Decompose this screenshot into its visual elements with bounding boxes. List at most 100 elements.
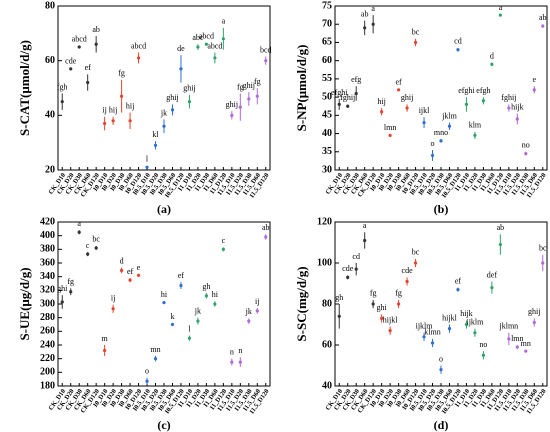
data-point <box>60 300 64 304</box>
panel-label: (a) <box>157 202 171 216</box>
data-point <box>507 337 511 341</box>
significance-label: cde <box>402 266 414 275</box>
data-point <box>515 117 519 121</box>
data-point <box>346 275 350 279</box>
data-point <box>405 279 409 284</box>
y-tick-label: 200 <box>40 367 55 378</box>
data-point <box>346 104 350 108</box>
significance-label: k <box>170 312 174 321</box>
significance-label: l <box>188 324 191 333</box>
data-point <box>498 242 502 247</box>
significance-label: ab <box>539 13 547 22</box>
data-point <box>255 309 259 313</box>
data-point <box>439 368 443 372</box>
data-point <box>213 302 217 306</box>
significance-label: ef <box>455 276 462 285</box>
data-point <box>162 124 166 128</box>
significance-label: o <box>439 354 443 363</box>
data-point <box>145 165 149 169</box>
significance-label: m <box>102 334 109 343</box>
data-point <box>103 348 107 353</box>
data-point <box>371 302 375 306</box>
y-tick-label: 400 <box>40 230 55 241</box>
data-point <box>422 121 426 125</box>
significance-label: fg <box>237 82 244 91</box>
significance-label: hijkl <box>383 315 398 324</box>
significance-label: ijklm <box>466 317 484 326</box>
significance-label: efghi <box>458 86 475 95</box>
y-tick-label: 260 <box>40 326 55 337</box>
significance-label: lmn <box>384 123 396 132</box>
significance-label: bc <box>92 235 100 244</box>
y-tick-label: 380 <box>40 244 55 255</box>
significance-label: hi <box>212 290 219 299</box>
data-point <box>153 357 158 361</box>
data-point <box>179 67 183 71</box>
data-point <box>128 119 132 123</box>
y-tick-label: 220 <box>40 353 55 364</box>
significance-label: hij <box>126 101 134 110</box>
y-tick-label: 100 <box>317 257 332 268</box>
data-point <box>473 133 477 137</box>
significance-label: ef <box>127 267 134 276</box>
significance-label: fghij <box>340 93 355 102</box>
significance-label: gh <box>202 282 210 291</box>
y-tick-label: 320 <box>40 285 55 296</box>
significance-label: jk <box>194 306 201 315</box>
significance-label: def <box>487 270 498 279</box>
y-tick-label: 75 <box>322 0 332 11</box>
data-point <box>230 113 234 117</box>
data-point <box>238 360 242 364</box>
data-point <box>77 45 81 49</box>
data-point <box>213 56 217 60</box>
data-point <box>363 238 367 243</box>
significance-label: ab <box>262 223 270 232</box>
y-tick-label: 40 <box>45 110 55 121</box>
significance-label: hijk <box>460 309 472 318</box>
significance-label: mno <box>434 128 448 137</box>
significance-label: n <box>230 347 234 356</box>
y-tick-label: 50 <box>322 91 332 102</box>
data-point <box>337 102 341 106</box>
plot-frame <box>334 5 548 171</box>
significance-label: ij <box>102 106 106 115</box>
data-point <box>464 322 469 327</box>
data-point <box>247 319 251 323</box>
data-point <box>447 124 452 128</box>
significance-label: ef <box>395 78 402 87</box>
y-tick-label: 360 <box>40 257 55 268</box>
significance-label: hijk <box>511 102 523 111</box>
data-point <box>111 307 115 311</box>
significance-label: jk <box>160 108 167 117</box>
y-tick-label: 40 <box>322 128 332 139</box>
significance-label: fg <box>395 289 402 298</box>
data-point <box>524 349 528 353</box>
data-point <box>179 283 183 288</box>
significance-label: mn <box>150 345 160 354</box>
significance-label: ij <box>111 294 115 303</box>
y-axis-label: S-SC(mg/d/g) <box>294 266 309 341</box>
y-tick-label: 300 <box>40 298 55 309</box>
data-point <box>187 336 192 340</box>
significance-label: e <box>137 263 141 272</box>
y-tick-label: 20 <box>45 164 55 175</box>
y-axis-label: S-NP(μmol/d/g) <box>294 45 309 132</box>
significance-label: cd <box>352 252 360 261</box>
significance-label: efgh <box>476 86 490 95</box>
data-point <box>255 94 259 98</box>
significance-label: ghij <box>166 93 178 102</box>
data-point <box>128 278 132 282</box>
significance-label: no <box>479 340 487 349</box>
significance-label: ijkl <box>419 106 430 115</box>
significance-label: n <box>238 346 242 355</box>
significance-label: ab <box>497 223 505 232</box>
y-tick-label: 55 <box>322 73 332 84</box>
significance-label: jklm <box>441 111 457 120</box>
significance-label: abcd <box>199 32 214 41</box>
data-point <box>170 108 175 112</box>
y-tick-label: 60 <box>322 339 332 350</box>
significance-label: de <box>177 44 185 53</box>
significance-label: ghij <box>226 100 238 109</box>
significance-label: ij <box>255 297 259 306</box>
data-point <box>430 153 435 158</box>
